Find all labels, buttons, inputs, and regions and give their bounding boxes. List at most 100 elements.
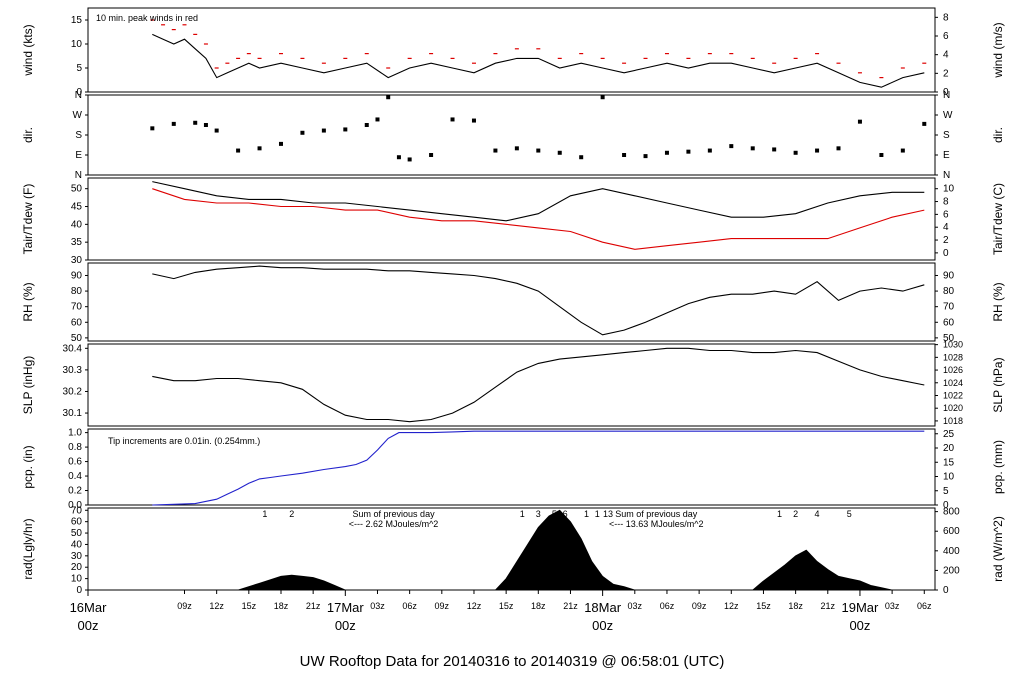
direction-point	[772, 147, 777, 152]
panel-temp: 30 35 40 45 50 0 2 4 68 10 Tair/Tdew (F) Tair/Tdew …	[21, 177, 1005, 266]
y-tick-label-right: 70	[943, 302, 955, 313]
x-tick-label: 09z	[692, 601, 707, 611]
y-axis-label-right: dir.	[991, 127, 1005, 143]
y-tick-label: 50	[71, 528, 83, 539]
direction-point	[171, 121, 176, 126]
direction-point	[257, 146, 262, 151]
y-tick-label-right: 25	[943, 429, 955, 440]
radiation-hour-mark: 1	[262, 509, 267, 519]
radiation-hour-mark: 1	[520, 509, 525, 519]
y-tick-label: 50	[71, 333, 83, 344]
y-tick-label-right: 1018	[943, 416, 963, 426]
y-tick-label: 15	[71, 15, 83, 26]
direction-point	[375, 117, 380, 122]
direction-point	[729, 144, 734, 149]
direction-point	[396, 155, 401, 160]
panel-slp: 30.1 30.2 30.3 30.4 1018 1020 1022 1024 1026 1028…	[21, 340, 1005, 427]
day-label-date: 17Mar	[327, 600, 365, 615]
y-tick-label-right: 600	[943, 526, 960, 537]
panel-frame	[87, 177, 936, 261]
direction-point	[450, 117, 455, 122]
y-axis-label-right: wind (m/s)	[991, 22, 1005, 78]
direction-point	[686, 149, 691, 154]
panel-pcp: 0.0 0.2 0.4 0.6 0.8 1.0 0 5 10 15 20 25 pcp. (in) pcp…	[21, 428, 1005, 511]
y-tick-label: 60	[71, 517, 83, 528]
day-label-time: 00z	[849, 618, 870, 633]
y-tick-label-right: 4	[943, 50, 949, 61]
y-tick-label-right: 5	[943, 486, 949, 497]
y-tick-label: S	[75, 130, 82, 141]
radiation-hour-mark: 2	[793, 509, 798, 519]
y-tick-label-right: 400	[943, 546, 960, 557]
radiation-note-line2: <--- 13.63 MJoules/m^2	[609, 519, 704, 529]
x-tick-label: 21z	[306, 601, 321, 611]
y-tick-label-right: 2	[943, 235, 949, 246]
direction-point	[793, 150, 798, 155]
x-tick-label: 06z	[660, 601, 675, 611]
direction-point	[857, 119, 862, 124]
chart-title: UW Rooftop Data for 20140316 to 20140319…	[300, 653, 725, 670]
x-tick-label: 03z	[628, 601, 643, 611]
y-tick-label: 30.1	[63, 408, 83, 419]
y-tick-label: 35	[71, 237, 83, 248]
x-tick-label: 09z	[435, 601, 450, 611]
panel-annotation: 10 min. peak winds in red	[96, 13, 198, 23]
radiation-note-line2: <--- 2.62 MJoules/m^2	[349, 519, 439, 529]
x-tick-label: 12z	[724, 601, 739, 611]
x-tick-label: 15z	[242, 601, 257, 611]
x-tick-label: 15z	[756, 601, 771, 611]
y-tick-label-right: 8	[943, 12, 949, 23]
y-tick-label: 90	[71, 270, 83, 281]
series-wind-line	[152, 33, 925, 88]
y-tick-label: 0	[76, 585, 82, 596]
y-tick-label: 70	[71, 505, 83, 516]
direction-point	[407, 157, 412, 162]
y-axis-label-right: pcp. (mm)	[991, 440, 1005, 494]
y-tick-label: 60	[71, 317, 83, 328]
y-tick-label: 0.2	[68, 486, 82, 497]
panel-frame	[87, 94, 936, 176]
x-tick-label: 18z	[274, 601, 289, 611]
radiation-hour-mark: 4	[815, 509, 820, 519]
y-axis-label: dir.	[21, 127, 35, 143]
y-tick-label: N	[75, 90, 82, 101]
y-axis-label: wind (kts)	[21, 24, 35, 76]
series-slp-line	[152, 347, 925, 423]
direction-point	[815, 148, 820, 153]
direction-point	[622, 153, 627, 157]
direction-point	[364, 123, 369, 127]
y-tick-label-right: 200	[943, 565, 960, 576]
y-tick-label-right: W	[943, 110, 953, 121]
direction-point	[203, 123, 208, 127]
y-tick-label-right: 20	[943, 443, 955, 454]
direction-point	[514, 146, 519, 151]
day-label-date: 18Mar	[584, 600, 622, 615]
time-axis: 09z 12z 15z 18z 21z 03z 06z 09z 12z 15z 18z 21z 03z 0…	[70, 590, 932, 633]
x-tick-label: 18z	[788, 601, 803, 611]
radiation-hour-mark: 3	[536, 509, 541, 519]
y-tick-label-right: 90	[943, 270, 955, 281]
y-tick-label-right: S	[943, 130, 950, 141]
panel-frame	[87, 262, 936, 342]
day-label-date: 16Mar	[70, 600, 108, 615]
direction-point	[150, 126, 155, 131]
y-axis-label: SLP (inHg)	[21, 356, 35, 414]
y-tick-label-right: N	[943, 170, 950, 181]
y-axis-label-right: rad (W/m^2)	[991, 516, 1005, 582]
y-tick-label-right: 80	[943, 286, 955, 297]
y-tick-label: 70	[71, 302, 83, 313]
series-rh-line	[152, 265, 925, 336]
y-axis-label: RH (%)	[21, 282, 35, 321]
y-tick-label-right: N	[943, 90, 950, 101]
y-tick-label: 30.4	[63, 343, 83, 354]
y-tick-label-right: 1030	[943, 340, 963, 350]
y-tick-label: 0.6	[68, 457, 82, 468]
direction-point	[471, 118, 476, 123]
x-tick-label: 03z	[885, 601, 900, 611]
day-label-date: 19Mar	[842, 600, 880, 615]
y-tick-label-right: E	[943, 150, 950, 161]
y-tick-label: 0.0	[68, 500, 82, 511]
y-tick-label-right: 2	[943, 68, 949, 79]
x-tick-label: 09z	[177, 601, 192, 611]
panel-rad: 0102030405060700200400600800rad(Lgly/hr)…	[21, 505, 1005, 596]
